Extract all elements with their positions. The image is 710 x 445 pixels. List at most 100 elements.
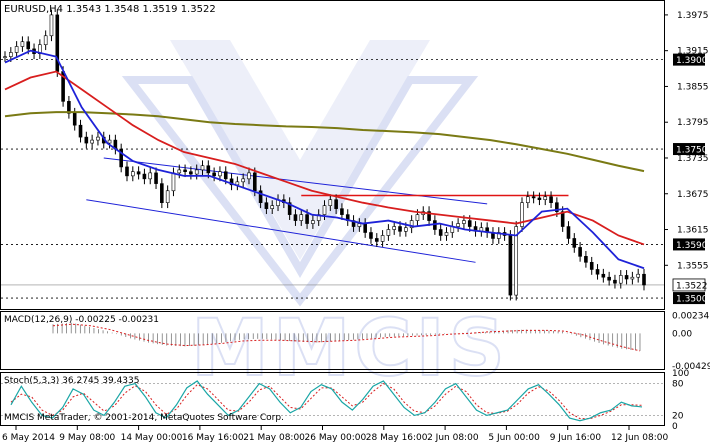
candle-body	[340, 208, 344, 215]
candle-body	[72, 112, 77, 126]
candle-body	[456, 223, 460, 227]
candle-body	[183, 169, 187, 172]
level-label-box	[673, 292, 705, 305]
channel-lower-line	[86, 199, 476, 263]
candle-body	[595, 269, 600, 275]
price-tick-label: 1.3795	[677, 118, 709, 128]
candle-body	[264, 202, 269, 209]
ma-fast-line	[4, 49, 645, 270]
price-tick-label: 1.3555	[677, 261, 709, 271]
candle-body	[398, 226, 402, 232]
candle-body	[305, 214, 309, 224]
time-tick-label: 26 May 00:00	[305, 433, 367, 443]
time-tick-label: 9 Jun 16:00	[550, 433, 602, 443]
candle-body	[380, 235, 385, 242]
macd-panel[interactable]	[0, 311, 665, 370]
candle-body	[165, 190, 170, 203]
price-tick-label: 1.3615	[677, 226, 709, 236]
candle-body	[618, 275, 623, 284]
time-tick-label: 6 May 2014	[2, 433, 55, 443]
candle-body	[131, 171, 135, 177]
candle-body	[119, 148, 123, 168]
ma-slow-line	[4, 111, 645, 173]
candle-body	[148, 172, 153, 180]
candle-body	[218, 171, 222, 177]
time-tick-label: 14 May 00:00	[121, 433, 183, 443]
candle-body	[252, 172, 257, 192]
stoch-label: Stoch(5,3,3) 36.2745 39.4335	[4, 376, 140, 386]
watermark-chevron-outline	[121, 76, 479, 307]
candle-body	[630, 276, 635, 280]
macd-tick-label: -0.00429	[672, 362, 710, 372]
candle-body	[212, 172, 216, 177]
time-tick-label: 21 May 08:00	[243, 433, 305, 443]
time-tick-label: 9 May 08:00	[59, 433, 115, 443]
candle-body	[14, 46, 19, 53]
level-label: 1.3500	[676, 295, 708, 305]
candle-body	[572, 238, 577, 248]
time-tick-label: 16 May 16:00	[182, 433, 244, 443]
candle-body	[194, 169, 199, 175]
candle-body	[247, 172, 251, 180]
candle-body	[107, 139, 112, 144]
candle-body	[154, 172, 158, 184]
candle-body	[520, 202, 524, 227]
macd-signal-line	[52, 323, 641, 352]
candle-body	[96, 136, 100, 141]
candle-body	[555, 202, 559, 212]
time-tick-label: 28 May 16:00	[366, 433, 428, 443]
macd-label: MACD(12,26,9) -0.00225 -0.00231	[4, 315, 160, 325]
candle-body	[84, 136, 89, 144]
candle-body	[125, 166, 129, 177]
candle-body	[67, 101, 71, 114]
candle-body	[26, 41, 31, 50]
candle-body	[624, 275, 629, 280]
candle-body	[531, 196, 536, 199]
candle-body	[537, 197, 542, 201]
level-label-box	[673, 143, 705, 156]
candle-body	[438, 229, 443, 236]
candle-body	[549, 196, 553, 203]
stoch-main-line	[10, 380, 643, 422]
candle-body	[90, 139, 94, 144]
candle-body	[427, 211, 431, 221]
price-tick-label: 1.3675	[677, 190, 709, 200]
level-label: 1.3590	[676, 241, 708, 251]
candle-body	[171, 172, 176, 192]
candle-body	[20, 41, 25, 47]
candle-body	[299, 214, 304, 221]
candle-body	[566, 226, 571, 239]
current-price-label: 1.3522	[676, 281, 708, 291]
candle-body	[444, 232, 449, 236]
candle-body	[409, 220, 414, 229]
macd-tick-label: 0.00	[672, 329, 692, 339]
candle-body	[357, 223, 362, 227]
candle-body	[369, 232, 373, 239]
candle-body	[334, 199, 338, 209]
watermark-logo: MMCIS	[121, 40, 506, 395]
candle-body	[177, 169, 182, 174]
price-tick-label: 1.3915	[677, 47, 709, 57]
candle-body	[189, 171, 193, 175]
candle-body	[258, 190, 263, 203]
candle-body	[613, 279, 617, 284]
candle-body	[404, 227, 408, 232]
stoch-panel[interactable]	[0, 372, 665, 426]
current-price-box	[672, 278, 706, 292]
candle-body	[287, 202, 292, 215]
ma-mid-line	[4, 70, 645, 246]
time-tick-label: 2 Jun 08:00	[427, 433, 479, 443]
price-panel[interactable]	[0, 0, 665, 310]
chart-title: EURUSD,H4 1.3543 1.3548 1.3519 1.3522	[4, 4, 216, 15]
candle-body	[462, 220, 466, 224]
time-tick-label: 12 Jun 08:00	[611, 433, 668, 443]
price-tick-label: 1.3855	[677, 82, 709, 92]
price-tick-label: 1.3735	[677, 154, 709, 164]
candle-body	[136, 171, 141, 175]
candle-body	[142, 173, 147, 180]
candle-body	[270, 205, 275, 209]
candle-body	[241, 178, 245, 183]
stoch-tick-label: 0	[672, 422, 678, 432]
candle-body	[223, 171, 228, 180]
